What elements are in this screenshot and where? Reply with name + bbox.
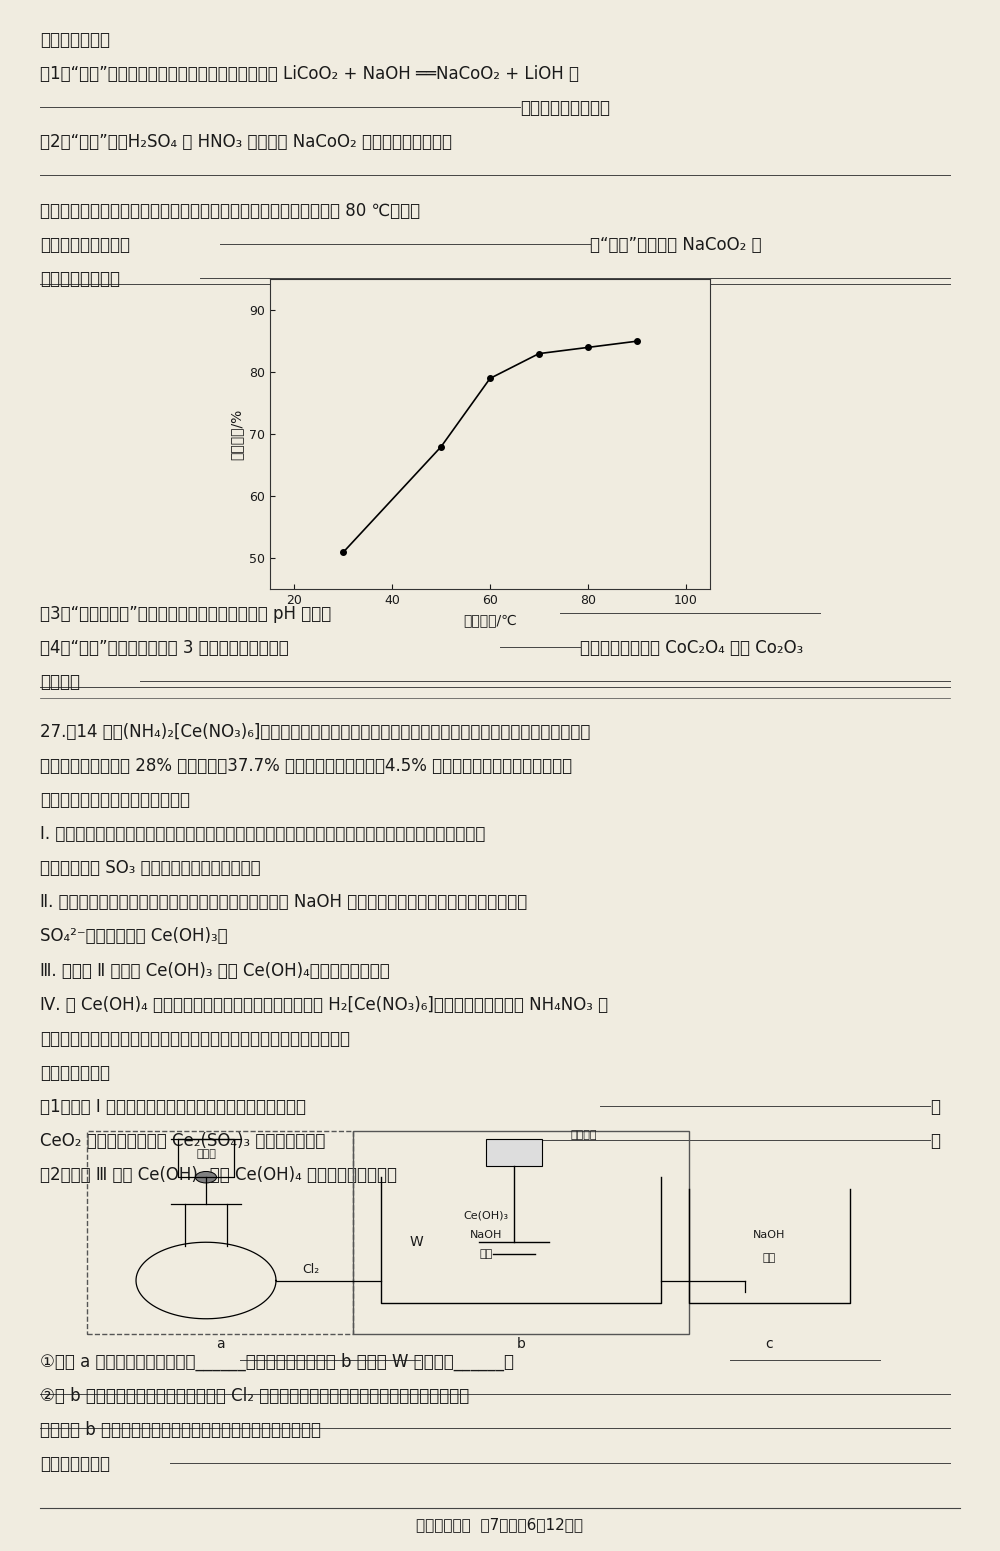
Text: ；用盐酸浸鮈时，鮈浸出率与浸出温度的关系如图所示，工业上选取 80 ℃而不采: ；用盐酸浸鮈时，鮈浸出率与浸出温度的关系如图所示，工业上选取 80 ℃而不采 (40, 202, 420, 220)
Text: Ⅳ. 向 Ce(OH)₄ 沉淥物中加入浓确酸加热至浆状｜生成 H₂[Ce(NO₃)₆]｜，再加入稍过量的 NH₄NO₃ 晶: Ⅳ. 向 Ce(OH)₄ 沉淥物中加入浓确酸加热至浆状｜生成 H₂[Ce(NO₃… (40, 996, 608, 1014)
Text: 净的实验方法是: 净的实验方法是 (40, 1455, 110, 1473)
Text: （1）步骤 Ⅰ 中用醐皿或铝皿而不用玻璃仸器的主要原因是: （1）步骤 Ⅰ 中用醐皿或铝皿而不用玻璃仸器的主要原因是 (40, 1098, 306, 1117)
Text: 。: 。 (930, 1132, 940, 1151)
Text: 室由稀土氯化物（含 28% 二氧化锄，37.7% 其他稀土金属氧化物，4.5% 的氧化钙及金属氯化物等）制备: 室由稀土氯化物（含 28% 二氧化锄，37.7% 其他稀土金属氧化物，4.5% … (40, 757, 572, 776)
Text: W: W (409, 1235, 423, 1249)
Text: 确酸锄铵时的主要实验步骤如下：: 确酸锄铵时的主要实验步骤如下： (40, 791, 190, 810)
Text: 27.（14 分）(NH₄)₂[Ce(NO₃)₆]（确酸锄铵）是橙红色单斜细粒结晶，易溶于水，几乎不溶于浓确酸。实验: 27.（14 分）(NH₄)₂[Ce(NO₃)₆]（确酸锄铵）是橙红色单斜细粒结… (40, 723, 590, 741)
Text: 回答下列问题：: 回答下列问题： (40, 1064, 110, 1083)
Circle shape (195, 1171, 216, 1183)
Text: SO₄²⁻，得到灰白色 Ce(OH)₃。: SO₄²⁻，得到灰白色 Ce(OH)₃。 (40, 927, 228, 946)
Text: 电动搞拌: 电动搞拌 (571, 1131, 597, 1140)
Text: c: c (766, 1337, 773, 1351)
Text: a: a (216, 1337, 224, 1351)
Text: （写化学方程式）。: （写化学方程式）。 (520, 99, 610, 118)
Text: Ⅰ. 取适量稀土氯化物于醐皿或铝皿中，加适量水在沙浴上加热，搞拌下缓缓加入适量浓硫酸，充分加: Ⅰ. 取适量稀土氯化物于醐皿或铝皿中，加适量水在沙浴上加热，搞拌下缓缓加入适量浓… (40, 825, 485, 844)
Text: CeO₂ 与浓硫酸反应生成 Ce₂(SO₄)₃ 的化学方程式为: CeO₂ 与浓硫酸反应生成 Ce₂(SO₄)₃ 的化学方程式为 (40, 1132, 325, 1151)
Text: （3）“深度除铝铁”时，理论上应控制终点时溶液 pH 范围为: （3）“深度除铝铁”时，理论上应控制终点时溶液 pH 范围为 (40, 605, 331, 624)
Text: 浓盐酸: 浓盐酸 (196, 1149, 216, 1159)
Text: ②当 b 中沉淥完全变为黄色后，停止通 Cl₂ 后改通空气（图中框内改通空气装置）的目的是: ②当 b 中沉淥完全变为黄色后，停止通 Cl₂ 后改通空气（图中框内改通空气装置… (40, 1387, 469, 1405)
Text: Ⅲ. 由步骤 Ⅱ 制得的 Ce(OH)₃ 制取 Ce(OH)₄（黄色难溶物）。: Ⅲ. 由步骤 Ⅱ 制得的 Ce(OH)₃ 制取 Ce(OH)₄（黄色难溶物）。 (40, 962, 390, 980)
Text: ①装置 a 的烧瓶中盛放的固体为______（填化学式）；装置 b 中仸器 W 的名称是______。: ①装置 a 的烧瓶中盛放的固体为______（填化学式）；装置 b 中仸器 W … (40, 1352, 514, 1371)
Text: （1）“碱煮”可除去大部分的铝和锂，发生的反应有 LiCoO₂ + NaOH ══NaCoO₂ + LiOH 和: （1）“碱煮”可除去大部分的铝和锂，发生的反应有 LiCoO₂ + NaOH ═… (40, 65, 579, 84)
Text: b: b (517, 1337, 525, 1351)
Text: 理科综合试题  第7页（兲6、12页）: 理科综合试题 第7页（兲6、12页） (416, 1517, 584, 1532)
Text: （4）“沉鮈”时，得到的滤液 3 中溶质的主要成分为: （4）“沉鮈”时，得到的滤液 3 中溶质的主要成分为 (40, 639, 289, 658)
Y-axis label: 鮈浸出率/%: 鮈浸出率/% (230, 408, 244, 461)
Text: 应的离子方程式为: 应的离子方程式为 (40, 270, 120, 288)
Text: 回答下列问题：: 回答下列问题： (40, 31, 110, 50)
Text: 的方法是: 的方法是 (40, 673, 80, 692)
Bar (486, 1138, 542, 1166)
Text: Ce(OH)₃: Ce(OH)₃ (463, 1210, 509, 1221)
Text: ；: ； (930, 1098, 940, 1117)
Text: NaOH: NaOH (470, 1230, 502, 1239)
Text: （2）步骤 Ⅲ 中由 Ce(OH)₃ 制取 Ce(OH)₄ 的装置如下图所示：: （2）步骤 Ⅲ 中由 Ce(OH)₃ 制取 Ce(OH)₄ 的装置如下图所示： (40, 1166, 397, 1185)
Text: （2）“浸鮈”时，H₂SO₄ 和 HNO₃ 均不能与 NaCoO₂ 发生反应，其原因是: （2）“浸鮈”时，H₂SO₄ 和 HNO₃ 均不能与 NaCoO₂ 发生反应，其… (40, 133, 452, 152)
Text: Cl₂: Cl₂ (302, 1263, 320, 1275)
Text: ，“浸鮈”时盐酸与 NaCoO₂ 反: ，“浸鮈”时盐酸与 NaCoO₂ 反 (590, 236, 762, 254)
Text: NaOH: NaOH (753, 1230, 786, 1239)
Text: （填化学式），由 CoC₂O₄ 制取 Co₂O₃: （填化学式），由 CoC₂O₄ 制取 Co₂O₃ (580, 639, 803, 658)
Text: Ⅱ. 将上述混合物用适量水浸取，得浸取液，向其中加入 NaOH 溶液至溶液呈强碱性，过滤、洗洤至不含: Ⅱ. 将上述混合物用适量水浸取，得浸取液，向其中加入 NaOH 溶液至溶液呈强碱… (40, 893, 527, 912)
Text: 体，充分搞拌后重新加热至椐状结晶体，冷却、过滤得确酸锄铵粗品。: 体，充分搞拌后重新加热至椐状结晶体，冷却、过滤得确酸锄铵粗品。 (40, 1030, 350, 1048)
Text: ；将装置 b 中的反应混合物过滤、洗洤，能说明沉淥已洗洤干: ；将装置 b 中的反应混合物过滤、洗洤，能说明沉淥已洗洤干 (40, 1421, 321, 1439)
Text: 取更高温度的原因是: 取更高温度的原因是 (40, 236, 130, 254)
Text: 热，直至产生 SO₃ 白烟为止，冷却和混合物。: 热，直至产生 SO₃ 白烟为止，冷却和混合物。 (40, 859, 261, 878)
Text: 溶液: 溶液 (763, 1253, 776, 1263)
X-axis label: 浸出温度/℃: 浸出温度/℃ (463, 613, 517, 627)
Text: 溶液: 溶液 (479, 1249, 493, 1259)
